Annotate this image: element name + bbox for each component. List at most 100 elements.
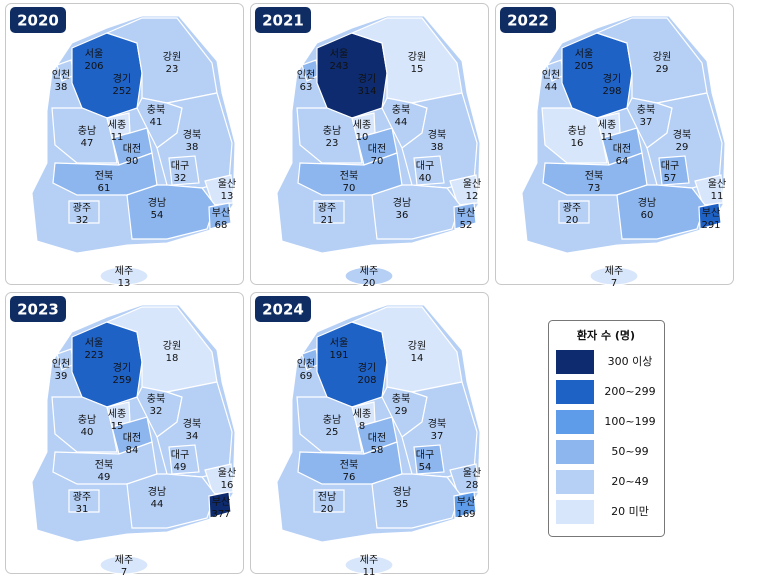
- region: [313, 489, 345, 513]
- region-value: 223: [84, 350, 103, 361]
- region-value: 34: [186, 431, 199, 442]
- region-name: 전남: [318, 491, 336, 503]
- region: [51, 107, 118, 164]
- region-name: 경남: [638, 196, 656, 209]
- year-label: 2023: [17, 301, 59, 319]
- region-name: 전북: [95, 459, 113, 471]
- region-value: 64: [616, 156, 629, 167]
- region: [99, 555, 149, 575]
- region: [561, 32, 633, 119]
- region-value: 23: [166, 64, 179, 75]
- region: [371, 184, 461, 240]
- region-value: 37: [640, 117, 653, 128]
- region-name: 제주: [360, 265, 378, 277]
- region-name: 충북: [392, 104, 410, 116]
- region-name: 충북: [637, 104, 655, 116]
- legend-swatch: [556, 380, 594, 404]
- region-value: 29: [676, 142, 689, 153]
- region-name: 경북: [183, 417, 201, 430]
- region-value: 32: [76, 215, 89, 226]
- region-value: 20: [566, 215, 579, 226]
- year-badge: [10, 7, 66, 33]
- region-value: 298: [602, 86, 621, 97]
- legend-swatch: [556, 350, 594, 374]
- region-name: 인천: [52, 69, 70, 81]
- region-name: 충남: [568, 125, 586, 137]
- region-name: 대전: [123, 143, 141, 155]
- region-value: 37: [431, 431, 444, 442]
- region-value: 191: [329, 350, 348, 361]
- region: [208, 491, 232, 519]
- region-name: 광주: [73, 491, 91, 503]
- region: [344, 555, 394, 575]
- year-badge: [500, 7, 556, 33]
- region-name: 충남: [323, 125, 341, 137]
- region-value: 11: [111, 132, 124, 143]
- region-name: 경북: [183, 128, 201, 141]
- region-name: 세종: [108, 408, 126, 420]
- region-name: 경남: [148, 196, 166, 209]
- region-name: 제주: [360, 554, 378, 566]
- region-name: 충남: [78, 125, 96, 137]
- region-value: 252: [112, 86, 131, 97]
- region-name: 전북: [340, 459, 358, 471]
- year-label: 2020: [17, 12, 59, 30]
- region: [413, 155, 445, 186]
- region-name: 충북: [392, 393, 410, 405]
- region-name: 인천: [297, 358, 315, 370]
- region-name: 전북: [585, 170, 603, 182]
- region: [168, 444, 200, 475]
- region: [168, 155, 200, 186]
- region-name: 강원: [408, 51, 426, 63]
- year-badge: [255, 7, 311, 33]
- region-value: 7: [611, 278, 617, 289]
- region: [126, 473, 216, 529]
- region-name: 경남: [148, 485, 166, 498]
- region-value: 25: [326, 427, 339, 438]
- region-value: 38: [431, 142, 444, 153]
- region-value: 14: [411, 353, 424, 364]
- region-value: 29: [395, 406, 408, 417]
- region-name: 강원: [653, 51, 671, 63]
- region-value: 73: [588, 183, 601, 194]
- region-name: 대전: [368, 143, 386, 155]
- region-value: 13: [221, 191, 234, 202]
- region-name: 경북: [428, 128, 446, 141]
- map-panel: 서울243인천63경기314강원15충북44충남23세종10대전70경북38대구…: [250, 3, 489, 289]
- legend-label: 20 미만: [611, 505, 649, 518]
- region-value: 84: [126, 445, 139, 456]
- region-name: 부산: [212, 207, 230, 219]
- region: [344, 266, 394, 286]
- region: [71, 321, 143, 408]
- region: [356, 127, 398, 166]
- region-name: 제주: [605, 265, 623, 277]
- region-name: 서울: [85, 48, 103, 60]
- region: [208, 202, 232, 230]
- region-name: 세종: [353, 408, 371, 420]
- region: [698, 202, 722, 230]
- region-name: 서울: [330, 48, 348, 60]
- region-name: 경기: [358, 72, 376, 85]
- region-value: 60: [641, 210, 654, 221]
- region-name: 부산: [457, 496, 475, 508]
- region-name: 대구: [416, 160, 434, 172]
- map: 서울205인천44경기298강원29충북37충남16세종11대전64경북29대구…: [521, 15, 726, 289]
- region-name: 경기: [358, 361, 376, 374]
- region-name: 울산: [708, 178, 726, 190]
- region-value: 49: [98, 472, 111, 483]
- region: [126, 184, 216, 240]
- map-panel: 서울206인천38경기252강원23충북41충남47세종11대전90경북38대구…: [5, 3, 244, 289]
- region-value: 21: [321, 215, 334, 226]
- region-value: 29: [656, 64, 669, 75]
- year-badge: [255, 296, 311, 322]
- legend-label: 300 이상: [608, 355, 653, 368]
- legend-swatch: [556, 410, 594, 434]
- legend-swatch: [556, 470, 594, 494]
- region-value: 208: [357, 375, 376, 386]
- legend-swatch: [556, 440, 594, 464]
- region-value: 11: [711, 191, 724, 202]
- region: [616, 184, 706, 240]
- region-value: 12: [466, 191, 479, 202]
